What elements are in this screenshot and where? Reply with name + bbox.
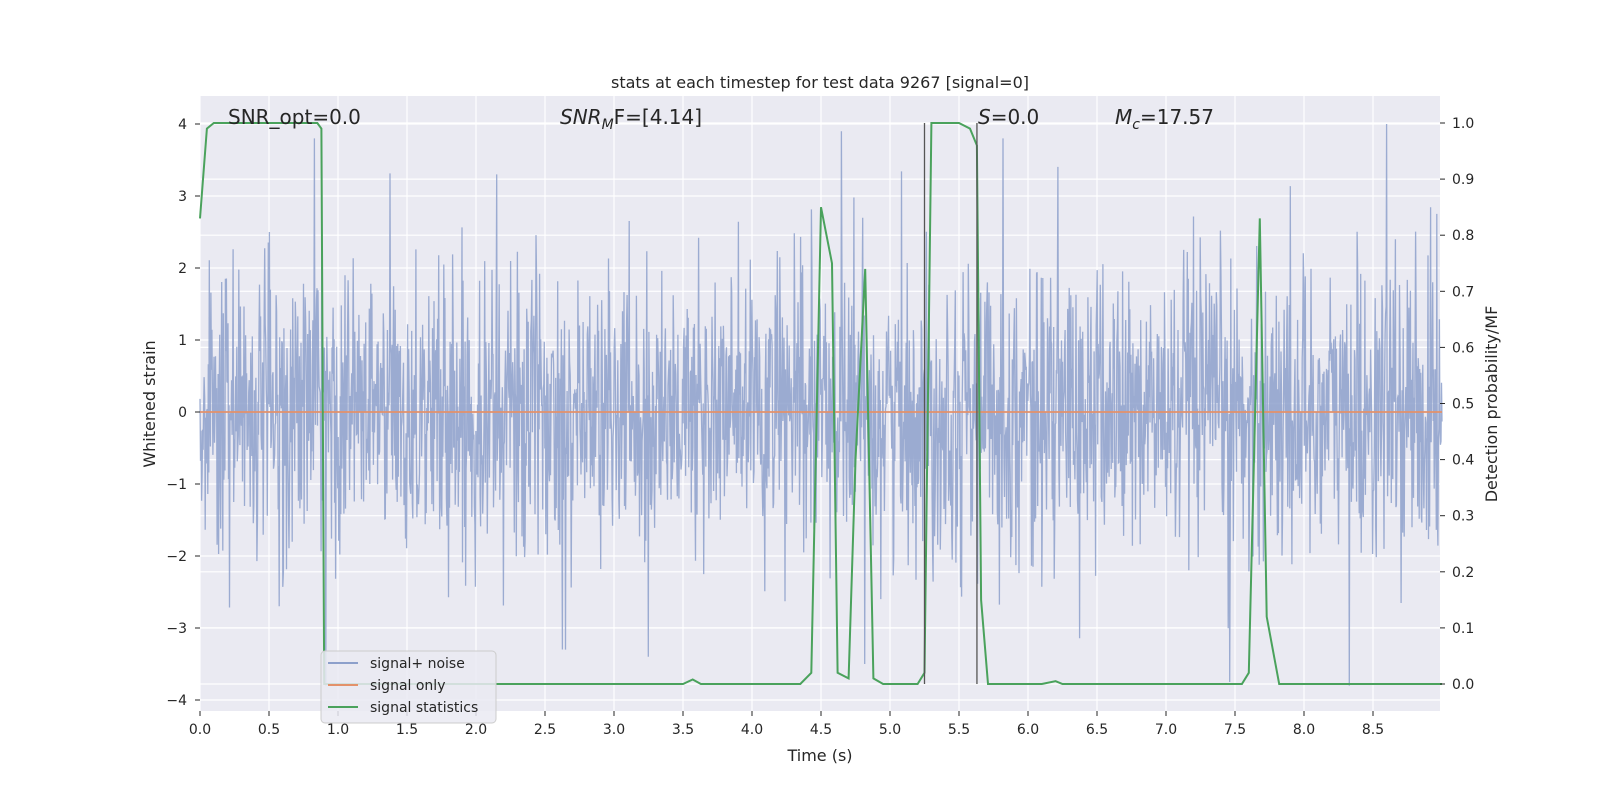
y-right-tick-label: 0.2 xyxy=(1452,565,1474,581)
x-tick-label: 4.5 xyxy=(810,722,832,738)
snr-mf-annotation: SNRMF=[4.14] xyxy=(560,105,702,133)
legend-label-signal-noise: signal+ noise xyxy=(370,656,465,672)
x-tick-label: 3.0 xyxy=(603,722,625,738)
y-left-tick-label: −1 xyxy=(166,477,187,493)
x-tick-label: 7.0 xyxy=(1155,722,1177,738)
x-tick-label: 0.5 xyxy=(258,722,280,738)
y-left-axis-title: Whitened strain xyxy=(140,340,159,467)
y-right-tick-label: 0.8 xyxy=(1452,228,1474,244)
y-left-tick-label: 4 xyxy=(178,117,187,133)
x-tick-label: 2.0 xyxy=(465,722,487,738)
y-left-tick-label: −2 xyxy=(166,549,187,565)
x-tick-label: 4.0 xyxy=(741,722,763,738)
x-axis-title: Time (s) xyxy=(786,746,852,765)
y-right-tick-label: 0.6 xyxy=(1452,340,1474,356)
x-tick-label: 3.5 xyxy=(672,722,694,738)
y-right-tick-label: 0.5 xyxy=(1452,397,1474,413)
s-annotation: S=0.0 xyxy=(978,105,1039,129)
y-left-tick-label: −4 xyxy=(166,693,187,709)
x-tick-label: 0.0 xyxy=(189,722,211,738)
x-tick-label: 7.5 xyxy=(1224,722,1246,738)
y-right-tick-label: 0.1 xyxy=(1452,621,1474,637)
s-label: S xyxy=(978,105,991,129)
x-tick-label: 1.0 xyxy=(327,722,349,738)
mc-subscript: c xyxy=(1132,117,1140,133)
legend: signal+ noise signal only signal statist… xyxy=(320,650,497,724)
snr-opt-annotation: SNR_opt=0.0 xyxy=(228,105,361,129)
x-tick-label: 8.5 xyxy=(1362,722,1384,738)
signal-statistics-line xyxy=(199,122,1442,685)
mc-value: =17.57 xyxy=(1140,105,1214,129)
y-right-tick-label: 0.4 xyxy=(1452,453,1474,469)
y-right-axis-title: Detection probability/MF xyxy=(1482,306,1501,503)
y-right-tick-label: 1.0 xyxy=(1452,116,1474,132)
x-axis-ticks: 0.0 0.5 1.0 1.5 2.0 2.5 3.0 3.5 4.0 4.5 5.0 5.5 6.0 6… xyxy=(189,711,1384,738)
y-left-tick-label: 2 xyxy=(178,261,187,277)
series-signal-statistics xyxy=(199,122,1442,685)
y-left-tick-label: 0 xyxy=(178,405,187,421)
y-right-tick-label: 0.9 xyxy=(1452,172,1474,188)
y-left-tick-label: 3 xyxy=(178,189,187,205)
chart-title: stats at each timestep for test data 926… xyxy=(611,73,1029,92)
x-tick-label: 5.0 xyxy=(879,722,901,738)
y-right-tick-label: 0.7 xyxy=(1452,284,1474,300)
y-left-axis-ticks: −4 −3 −2 −1 0 1 2 3 4 xyxy=(166,117,200,709)
y-right-tick-label: 0.3 xyxy=(1452,509,1474,525)
legend-label-signal-statistics: signal statistics xyxy=(370,700,478,716)
x-tick-label: 5.5 xyxy=(948,722,970,738)
x-tick-label: 1.5 xyxy=(396,722,418,738)
s-value: =0.0 xyxy=(991,105,1040,129)
series-signal-noise xyxy=(199,123,1443,686)
snr-mf-subscript: M xyxy=(602,117,614,133)
legend-box xyxy=(320,650,497,724)
x-tick-label: 6.0 xyxy=(1017,722,1039,738)
snr-mf-base: SNR xyxy=(560,105,602,129)
x-tick-label: 8.0 xyxy=(1293,722,1315,738)
x-tick-label: 6.5 xyxy=(1086,722,1108,738)
vertical-markers xyxy=(923,123,978,684)
legend-label-signal-only: signal only xyxy=(370,678,445,694)
x-tick-label: 2.5 xyxy=(534,722,556,738)
signal-noise-line xyxy=(199,123,1443,686)
mc-base: M xyxy=(1115,105,1132,129)
y-right-axis-ticks: 0.0 0.1 0.2 0.3 0.4 0.5 0.6 0.7 0.8 0.9 1.0 xyxy=(1440,116,1474,693)
y-right-tick-label: 0.0 xyxy=(1452,677,1474,693)
y-left-tick-label: 1 xyxy=(178,333,187,349)
y-left-tick-label: −3 xyxy=(166,621,187,637)
snr-mf-value: F=[4.14] xyxy=(614,105,702,129)
mc-annotation: Mc=17.57 xyxy=(1115,105,1214,133)
